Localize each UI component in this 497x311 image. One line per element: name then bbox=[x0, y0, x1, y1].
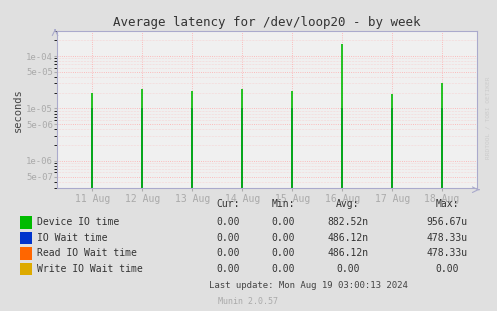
Y-axis label: seconds: seconds bbox=[13, 88, 23, 132]
Text: RRDTOOL / TOBI OETIKER: RRDTOOL / TOBI OETIKER bbox=[486, 77, 491, 160]
Text: 0.00: 0.00 bbox=[271, 248, 295, 258]
Text: Min:: Min: bbox=[271, 199, 295, 209]
Text: Last update: Mon Aug 19 03:00:13 2024: Last update: Mon Aug 19 03:00:13 2024 bbox=[209, 281, 408, 290]
Text: Munin 2.0.57: Munin 2.0.57 bbox=[219, 297, 278, 306]
Title: Average latency for /dev/loop20 - by week: Average latency for /dev/loop20 - by wee… bbox=[113, 16, 421, 29]
Text: 0.00: 0.00 bbox=[217, 264, 241, 274]
Text: 956.67u: 956.67u bbox=[427, 217, 468, 227]
Text: 882.52n: 882.52n bbox=[328, 217, 368, 227]
Text: 0.00: 0.00 bbox=[271, 233, 295, 243]
Text: Cur:: Cur: bbox=[217, 199, 241, 209]
Text: Write IO Wait time: Write IO Wait time bbox=[37, 264, 143, 274]
Text: 0.00: 0.00 bbox=[336, 264, 360, 274]
Text: Max:: Max: bbox=[435, 199, 459, 209]
Text: 0.00: 0.00 bbox=[217, 248, 241, 258]
Text: 486.12n: 486.12n bbox=[328, 248, 368, 258]
Text: 478.33u: 478.33u bbox=[427, 233, 468, 243]
Text: Device IO time: Device IO time bbox=[37, 217, 119, 227]
Text: IO Wait time: IO Wait time bbox=[37, 233, 108, 243]
Text: 0.00: 0.00 bbox=[271, 217, 295, 227]
Text: 0.00: 0.00 bbox=[217, 233, 241, 243]
Text: 486.12n: 486.12n bbox=[328, 233, 368, 243]
Text: Read IO Wait time: Read IO Wait time bbox=[37, 248, 137, 258]
Text: 0.00: 0.00 bbox=[435, 264, 459, 274]
Text: Avg:: Avg: bbox=[336, 199, 360, 209]
Text: 0.00: 0.00 bbox=[217, 217, 241, 227]
Text: 478.33u: 478.33u bbox=[427, 248, 468, 258]
Text: 0.00: 0.00 bbox=[271, 264, 295, 274]
